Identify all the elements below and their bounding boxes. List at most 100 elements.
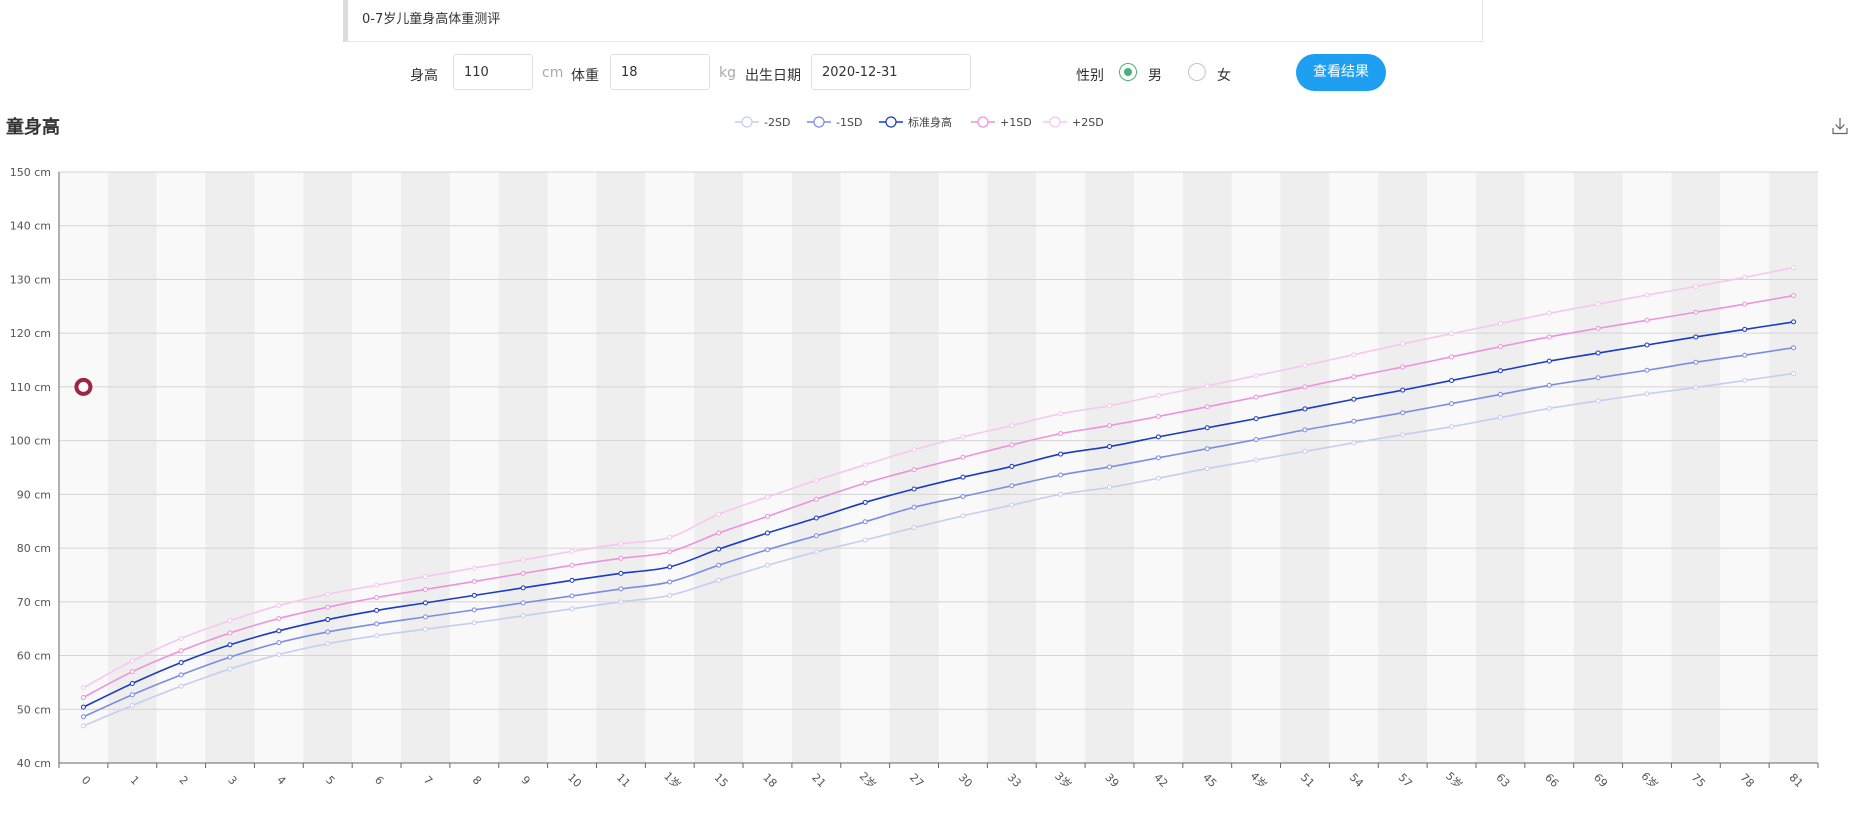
chart-band — [1671, 172, 1721, 763]
data-point — [716, 530, 722, 536]
y-tick-label: 40 cm — [17, 757, 51, 770]
data-point — [1449, 424, 1455, 430]
data-point — [1742, 274, 1748, 280]
data-point — [862, 499, 868, 505]
data-point — [1742, 301, 1748, 307]
x-tick-label: 69 — [1591, 771, 1610, 790]
y-tick-label: 50 cm — [17, 703, 51, 716]
data-point — [1595, 375, 1601, 381]
chart-band — [1475, 172, 1525, 763]
weight-input[interactable] — [610, 54, 710, 90]
data-point — [1009, 483, 1015, 489]
data-point — [569, 562, 575, 568]
data-point — [520, 570, 526, 576]
data-point — [1400, 387, 1406, 393]
download-icon[interactable] — [1832, 117, 1848, 135]
data-point — [325, 591, 331, 597]
data-point — [471, 578, 477, 584]
data-point — [1253, 416, 1259, 422]
legend-label: 标准身高 — [908, 115, 952, 129]
series-line — [83, 266, 1794, 689]
data-point — [520, 600, 526, 606]
chart-title: 童身高 — [6, 117, 60, 138]
height-input[interactable] — [453, 54, 533, 90]
data-point — [1204, 466, 1210, 472]
legend-label: +2SD — [1072, 116, 1104, 129]
x-tick-label: 78 — [1738, 771, 1757, 790]
series-line — [83, 346, 1794, 718]
weight-label: 体重 — [571, 68, 599, 84]
chart-band — [59, 172, 108, 763]
data-point — [911, 525, 917, 531]
data-point — [1155, 475, 1161, 481]
data-point — [1449, 354, 1455, 360]
birth-date-input[interactable] — [811, 54, 971, 90]
legend-label: -1SD — [836, 116, 862, 129]
data-point — [1693, 283, 1699, 289]
chart-band — [1524, 172, 1574, 763]
data-point — [1253, 394, 1259, 400]
data-point — [227, 654, 233, 660]
data-point — [1155, 455, 1161, 461]
x-tick-label: 75 — [1689, 771, 1708, 790]
weight-unit: kg — [719, 65, 736, 81]
data-point — [716, 577, 722, 583]
data-point — [1449, 331, 1455, 337]
data-point — [1595, 350, 1601, 356]
data-point — [1546, 405, 1552, 411]
x-tick-label: 30 — [956, 771, 975, 790]
chart-band — [1573, 172, 1623, 763]
x-tick-label: 63 — [1493, 771, 1512, 790]
chart-marker — [74, 377, 93, 396]
data-point — [1009, 502, 1015, 508]
data-point — [471, 607, 477, 613]
page-header: 0-7岁儿童身高体重测评 — [343, 0, 1483, 42]
data-point — [618, 570, 624, 576]
data-point — [618, 541, 624, 547]
data-point — [1497, 321, 1503, 327]
chart-band — [1280, 172, 1330, 763]
x-tick-label: 42 — [1151, 771, 1170, 790]
data-point — [1351, 440, 1357, 446]
data-point — [178, 672, 184, 678]
data-point — [227, 630, 233, 636]
data-point — [1351, 352, 1357, 358]
y-tick-label: 130 cm — [10, 273, 51, 286]
x-tick-label: 33 — [1005, 771, 1024, 790]
gender-female-radio[interactable] — [1188, 63, 1206, 81]
data-point — [1009, 423, 1015, 429]
data-point — [1791, 265, 1797, 271]
data-point — [1107, 423, 1113, 429]
chart-band — [254, 172, 304, 763]
height-label: 身高 — [410, 68, 438, 84]
data-point — [276, 628, 282, 634]
measurement-marker — [74, 377, 93, 396]
data-point — [667, 549, 673, 555]
data-point — [178, 635, 184, 641]
data-point — [1400, 364, 1406, 370]
gender-male-radio[interactable] — [1119, 63, 1137, 81]
data-point — [1497, 368, 1503, 374]
chart-band — [645, 172, 695, 763]
y-tick-label: 80 cm — [17, 542, 51, 555]
legend-symbol — [1049, 116, 1061, 128]
data-point — [1546, 358, 1552, 364]
data-point — [1400, 410, 1406, 416]
view-result-button[interactable]: 查看结果 — [1296, 54, 1386, 91]
y-tick-label: 60 cm — [17, 650, 51, 663]
x-tick-label: 45 — [1200, 771, 1219, 790]
data-point — [1791, 319, 1797, 325]
data-point — [325, 629, 331, 635]
data-point — [374, 582, 380, 588]
chart-band — [1427, 172, 1476, 763]
data-point — [227, 666, 233, 672]
gender-male-label: 男 — [1148, 68, 1162, 84]
data-point — [374, 633, 380, 639]
data-point — [80, 685, 86, 691]
data-point — [1546, 382, 1552, 388]
data-point — [1644, 292, 1650, 298]
data-point — [422, 614, 428, 620]
x-tick-label: 57 — [1396, 771, 1415, 790]
data-point — [1107, 484, 1113, 490]
y-tick-label: 70 cm — [17, 596, 51, 609]
